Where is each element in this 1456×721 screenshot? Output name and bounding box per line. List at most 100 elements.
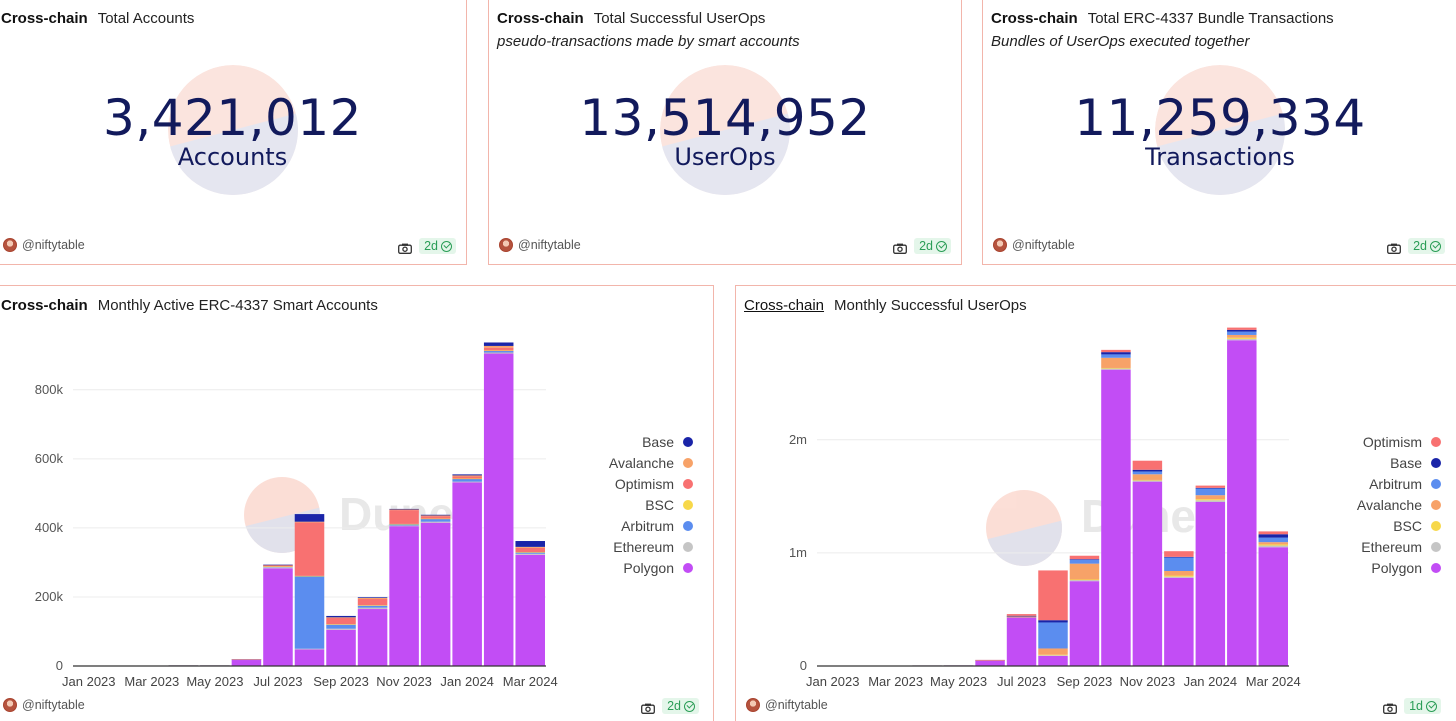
bar-segment-avalanche[interactable] (1132, 474, 1163, 480)
author-link[interactable]: @niftytable (746, 698, 828, 712)
author-link[interactable]: @niftytable (3, 238, 85, 252)
bar-segment-arbitrum[interactable] (1101, 354, 1131, 358)
bar-segment-base[interactable] (1258, 534, 1288, 538)
bar-segment-arbitrum[interactable] (1132, 471, 1163, 475)
bar-segment-arbitrum[interactable] (1258, 537, 1288, 543)
bar-segment-ethereum[interactable] (1101, 368, 1131, 370)
bar-segment-polygon[interactable] (975, 660, 1005, 666)
bar-segment-polygon[interactable] (452, 482, 482, 666)
bar-segment-ethereum[interactable] (1164, 576, 1194, 578)
bar-segment-avalanche[interactable] (1195, 495, 1226, 500)
bar-segment-optimism[interactable] (975, 659, 1005, 661)
bar-segment-ethereum[interactable] (326, 628, 356, 630)
bar-segment-polygon[interactable] (1195, 502, 1226, 666)
bar-segment-avalanche[interactable] (1227, 334, 1257, 338)
bar-segment-optimism[interactable] (1038, 570, 1068, 621)
bar-segment-bsc[interactable] (263, 566, 293, 567)
bar-segment-optimism[interactable] (1258, 531, 1288, 535)
bar-segment-base[interactable] (452, 474, 482, 476)
bar-segment-base[interactable] (1006, 615, 1037, 617)
legend-item-bsc[interactable]: BSC (1357, 515, 1441, 536)
bar-segment-bsc[interactable] (1258, 544, 1288, 546)
bar-segment-optimism[interactable] (263, 565, 293, 567)
chain-label[interactable]: Cross-chain (497, 10, 584, 27)
bar-segment-optimism[interactable] (1101, 349, 1131, 353)
bar-segment-polygon[interactable] (357, 609, 388, 666)
legend-item-base[interactable]: Base (609, 431, 693, 452)
bar-segment-base[interactable] (1195, 487, 1226, 489)
bar-segment-arbitrum[interactable] (420, 518, 451, 522)
bar-segment-arbitrum[interactable] (389, 524, 419, 526)
camera-icon[interactable] (1383, 701, 1398, 714)
bar-segment-arbitrum[interactable] (1195, 488, 1226, 496)
bar-segment-optimism[interactable] (389, 510, 419, 524)
bar-segment-bsc[interactable] (420, 518, 451, 520)
refresh-age-badge[interactable]: 2d (914, 238, 951, 254)
bar-segment-ethereum[interactable] (1227, 338, 1257, 341)
bar-segment-base[interactable] (420, 514, 451, 516)
counter-card-total-bundles[interactable]: Cross-chain Total ERC-4337 Bundle Transac… (982, 0, 1456, 265)
bar-segment-ethereum[interactable] (1132, 480, 1163, 482)
bar-segment-arbitrum[interactable] (1164, 557, 1194, 571)
bar-segment-avalanche[interactable] (1069, 563, 1100, 580)
chain-label[interactable]: Cross-chain (1, 10, 88, 27)
bar-segment-optimism[interactable] (231, 659, 262, 660)
bar-segment-polygon[interactable] (1258, 547, 1288, 666)
bar-segment-avalanche[interactable] (1101, 357, 1131, 368)
bar-segment-polygon[interactable] (1038, 655, 1068, 666)
author-link[interactable]: @niftytable (499, 238, 581, 252)
legend-item-avalanche[interactable]: Avalanche (609, 452, 693, 473)
bar-segment-optimism[interactable] (1069, 555, 1100, 560)
legend-item-ethereum[interactable]: Ethereum (1357, 536, 1441, 557)
counter-card-total-userops[interactable]: Cross-chain Total Successful UserOps pseu… (488, 0, 962, 265)
bar-segment-bsc[interactable] (515, 552, 545, 553)
bar-segment-avalanche[interactable] (1006, 616, 1037, 618)
bar-segment-optimism[interactable] (452, 476, 482, 479)
bar-segment-polygon[interactable] (1132, 481, 1163, 666)
bar-segment-arbitrum[interactable] (1069, 559, 1100, 564)
counter-card-total-accounts[interactable]: Cross-chain Total Accounts 3,421,012 Acco… (0, 0, 467, 265)
legend-item-bsc[interactable]: BSC (609, 494, 693, 515)
bar-segment-base[interactable] (294, 514, 325, 522)
bar-segment-bsc[interactable] (326, 624, 356, 625)
bar-segment-polygon[interactable] (483, 353, 514, 666)
chart-card-monthly-active-accounts[interactable]: Cross-chain Monthly Active ERC-4337 Smart… (0, 285, 714, 721)
legend-item-avalanche[interactable]: Avalanche (1357, 494, 1441, 515)
bar-segment-base[interactable] (483, 342, 514, 346)
bar-segment-polygon[interactable] (263, 568, 293, 666)
bar-segment-ethereum[interactable] (483, 352, 514, 354)
author-link[interactable]: @niftytable (993, 238, 1075, 252)
bar-segment-ethereum[interactable] (515, 553, 545, 555)
bar-segment-bsc[interactable] (1038, 654, 1068, 656)
bar-segment-optimism[interactable] (1227, 327, 1257, 330)
bar-segment-avalanche[interactable] (1258, 542, 1288, 545)
bar-segment-optimism[interactable] (1006, 614, 1037, 616)
legend-item-polygon[interactable]: Polygon (609, 557, 693, 578)
bar-segment-optimism[interactable] (326, 618, 356, 625)
bar-segment-polygon[interactable] (1164, 577, 1194, 666)
bar-segment-polygon[interactable] (389, 526, 419, 666)
chain-label[interactable]: Cross-chain (1, 297, 88, 314)
bar-segment-bsc[interactable] (452, 478, 482, 480)
bar-segment-avalanche[interactable] (389, 509, 419, 511)
bar-segment-arbitrum[interactable] (294, 576, 325, 649)
bar-segment-bsc[interactable] (1227, 337, 1257, 339)
bar-segment-base[interactable] (389, 508, 419, 510)
bar-segment-optimism[interactable] (483, 347, 514, 351)
bar-segment-polygon[interactable] (1227, 340, 1257, 666)
bar-segment-arbitrum[interactable] (1227, 331, 1257, 335)
bar-segment-arbitrum[interactable] (1038, 622, 1068, 649)
bar-segment-bsc[interactable] (1195, 499, 1226, 501)
bar-segment-polygon[interactable] (420, 522, 451, 666)
legend-item-base[interactable]: Base (1357, 452, 1441, 473)
camera-icon[interactable] (893, 241, 908, 254)
refresh-age-badge[interactable]: 2d (662, 698, 699, 714)
bar-segment-ethereum[interactable] (357, 607, 388, 610)
bar-segment-arbitrum[interactable] (515, 552, 545, 554)
bar-segment-bsc[interactable] (1101, 367, 1131, 369)
bar-segment-avalanche[interactable] (452, 475, 482, 477)
bar-segment-avalanche[interactable] (326, 617, 356, 619)
author-link[interactable]: @niftytable (3, 698, 85, 712)
